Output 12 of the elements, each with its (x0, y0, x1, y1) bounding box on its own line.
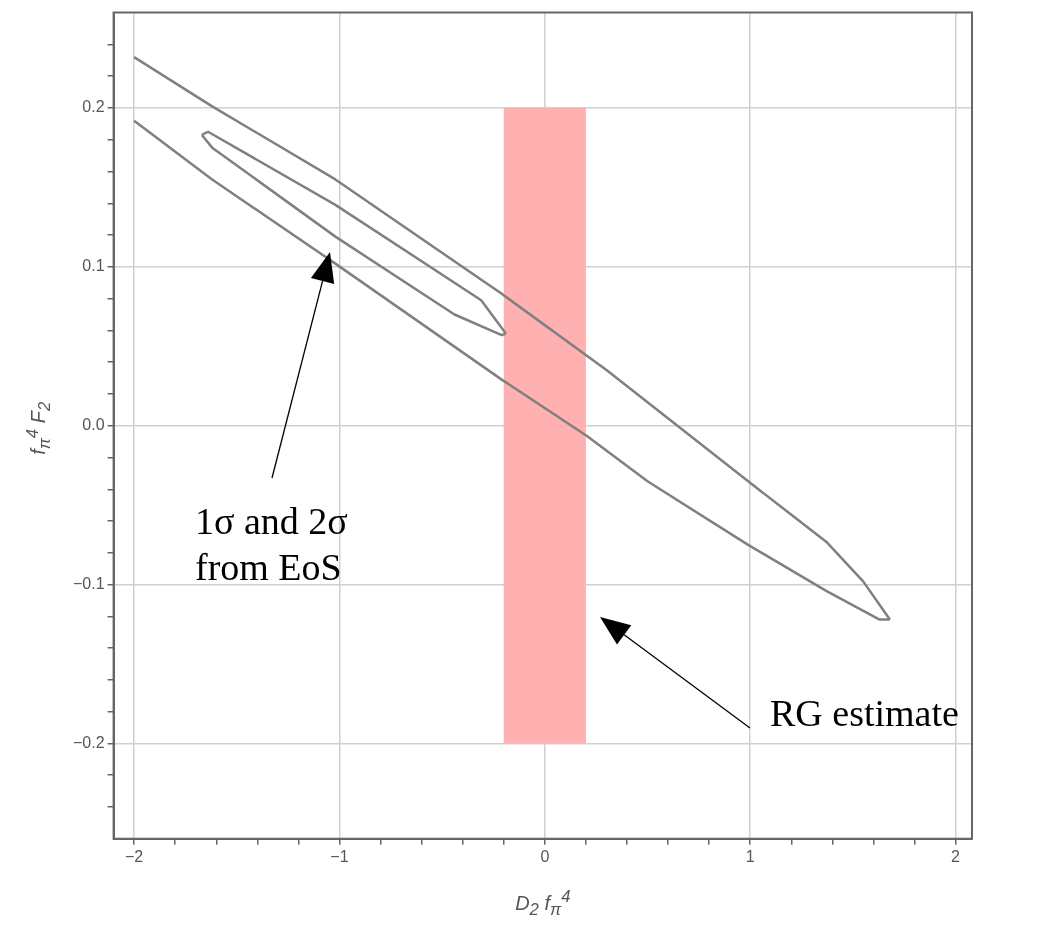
annotation: RG estimate (770, 691, 960, 736)
y-tick-label: 0.0 (82, 416, 105, 434)
y-tick-label: −0.1 (72, 574, 105, 592)
x-tick-label: −2 (125, 847, 144, 865)
annotation: 1σ and 2σ from EoS (195, 499, 349, 590)
x-tick-label: 0 (540, 847, 550, 865)
x-tick-label: 1 (745, 847, 755, 865)
y-tick-label: 0.1 (82, 257, 105, 275)
y-tick-label: −0.2 (72, 733, 105, 751)
x-tick-label: −1 (330, 847, 349, 865)
x-tick-label: 2 (951, 847, 961, 865)
y-tick-label: 0.2 (82, 98, 105, 116)
